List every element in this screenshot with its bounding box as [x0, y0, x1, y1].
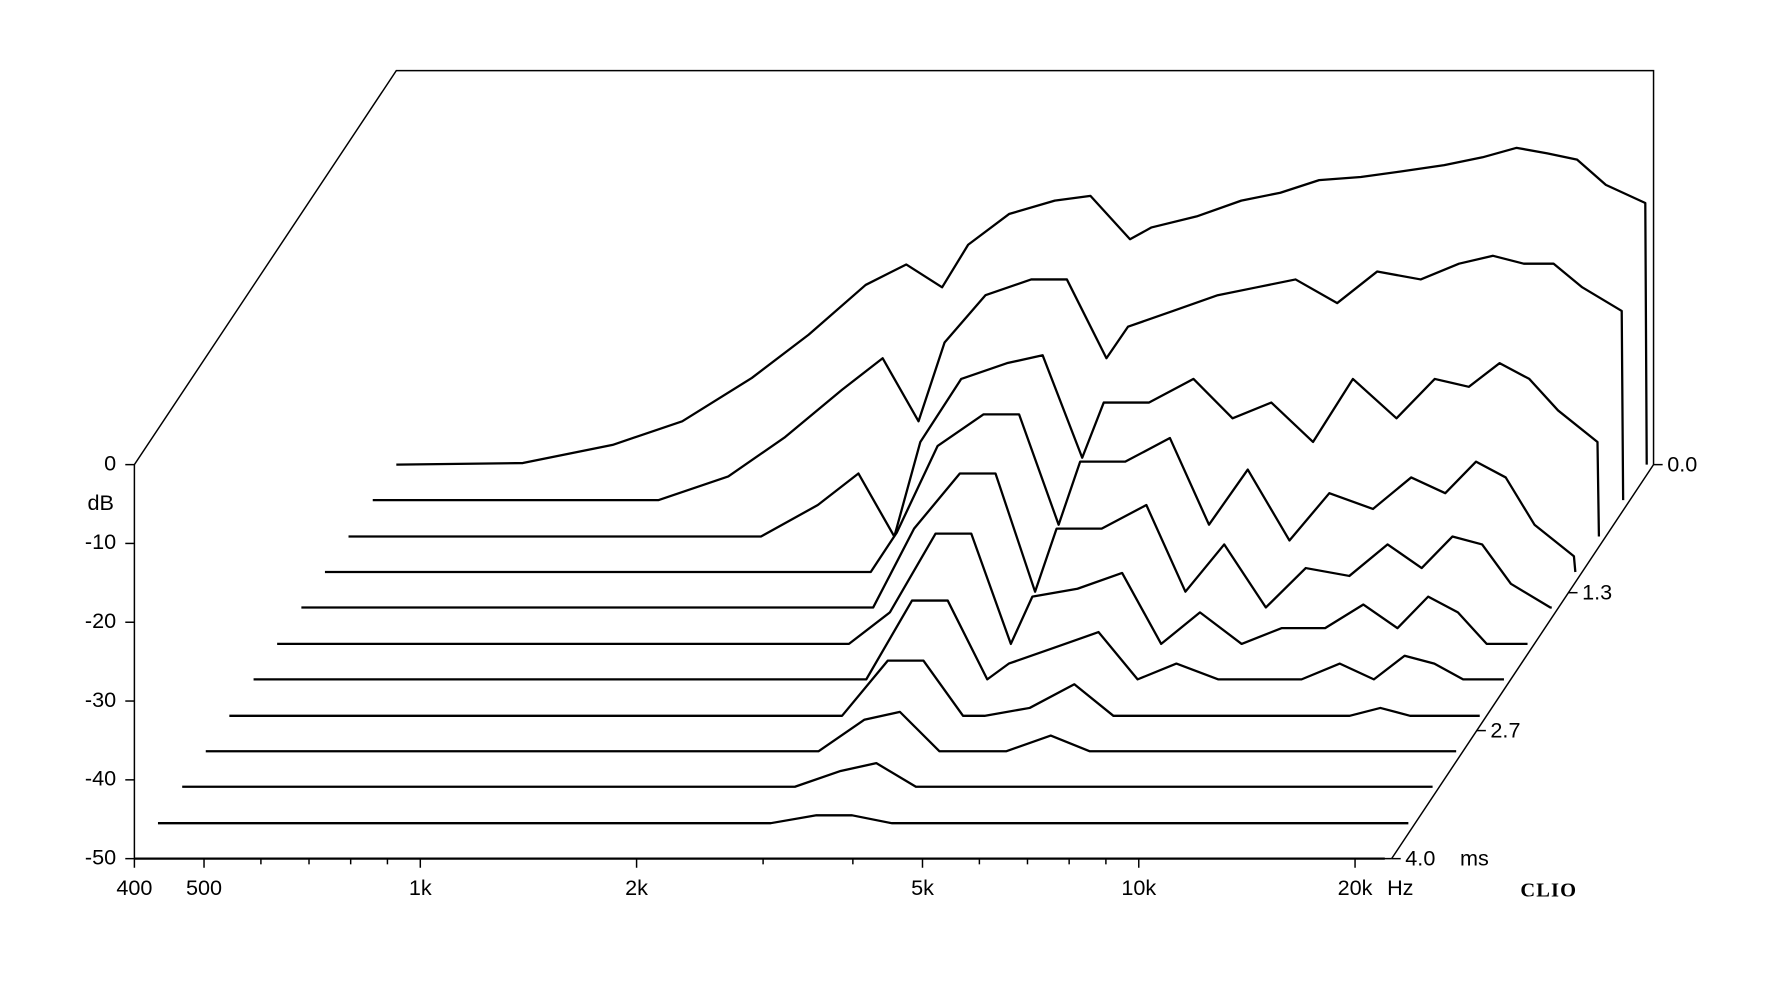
z-axis	[1391, 464, 1655, 860]
y-tick-label: -30	[85, 687, 116, 712]
z-tick-label: 0.0	[1667, 451, 1697, 476]
z-tick-label: 1.3	[1582, 580, 1612, 605]
x-tick-label: 1k	[409, 875, 432, 900]
x-tick-label: 5k	[911, 875, 934, 900]
slice-line	[324, 413, 1577, 574]
slice-line	[372, 254, 1625, 502]
slice-line	[229, 659, 1480, 717]
x-tick-label: 2k	[625, 875, 648, 900]
slice-line	[277, 532, 1528, 646]
y-axis-label: dB	[87, 490, 113, 515]
z-tick-label: 2.7	[1490, 717, 1520, 742]
x-tick-label: 400	[116, 875, 152, 900]
y-tick-label: 0	[104, 450, 116, 475]
y-tick-label: -40	[85, 766, 116, 791]
y-tick-label: -50	[85, 844, 116, 869]
x-tick-label: 500	[186, 875, 222, 900]
slice-line	[348, 354, 1601, 538]
z-axis-label: ms	[1460, 846, 1489, 871]
z-tick-label: 4.0	[1405, 846, 1435, 871]
slice-mask	[301, 473, 1552, 609]
slice-line	[396, 146, 1648, 466]
frame	[133, 69, 1655, 859]
slice-line	[182, 761, 1433, 788]
x-tick-label: 20k	[1338, 875, 1373, 900]
x-tick-label: 10k	[1121, 875, 1156, 900]
slice-mask	[229, 660, 1480, 717]
y-tick-label: -10	[85, 529, 116, 554]
slice-mask	[253, 600, 1504, 681]
x-axis-label: Hz	[1387, 875, 1413, 900]
slice-line	[205, 710, 1457, 753]
watermark: CLIO	[1520, 879, 1577, 901]
slice-mask	[205, 711, 1457, 753]
slice-line	[157, 814, 1409, 825]
y-tick-label: -20	[85, 608, 116, 633]
slice-line	[253, 599, 1504, 681]
slice-line	[301, 472, 1552, 609]
